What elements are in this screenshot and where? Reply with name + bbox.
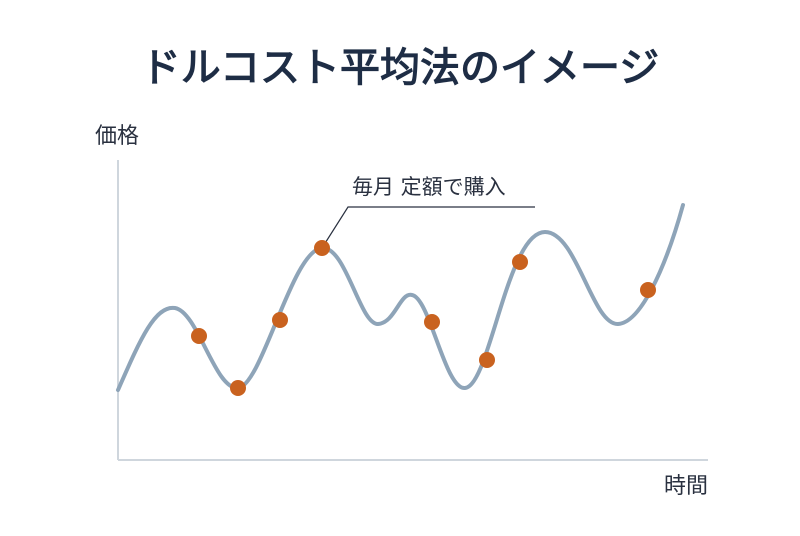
purchase-point: [191, 328, 207, 344]
purchase-point: [314, 240, 330, 256]
purchase-points: [191, 240, 656, 396]
purchase-point: [272, 312, 288, 328]
annotation: 毎月 定額で購入: [352, 175, 506, 199]
purchase-point: [640, 282, 656, 298]
purchase-point: [479, 352, 495, 368]
x-axis-label: 時間: [664, 474, 708, 499]
purchase-point: [424, 314, 440, 330]
annotation-leader: [321, 206, 535, 249]
purchase-point: [230, 380, 246, 396]
y-axis-label: 価格: [95, 124, 139, 149]
price-curve: [116, 203, 685, 392]
purchase-point: [512, 254, 528, 270]
title: ドルコスト平均法のイメージ: [141, 45, 659, 91]
